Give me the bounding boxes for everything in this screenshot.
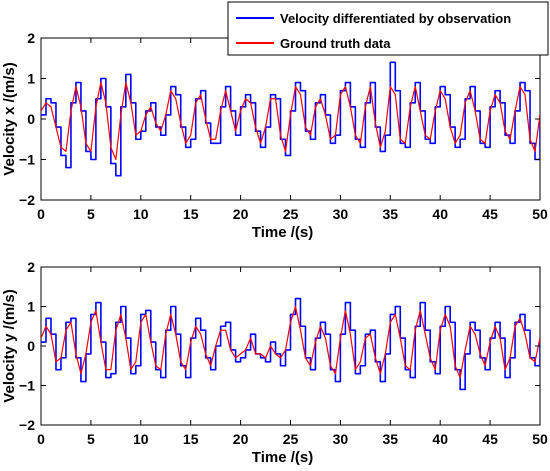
x-tick-label: 50: [532, 431, 548, 447]
x-tick-label: 10: [133, 431, 149, 447]
x-tick-label: 50: [532, 206, 548, 222]
x-axis-label: Time /(s): [252, 449, 313, 466]
y-tick-label: 0: [27, 338, 35, 354]
x-tick-label: 45: [482, 206, 498, 222]
y-tick-label: 1: [27, 71, 35, 87]
y-tick-label: −2: [19, 192, 35, 208]
series-line-ground-truth: [41, 81, 540, 161]
x-tick-label: 40: [432, 206, 448, 222]
y-tick-label: −2: [19, 417, 35, 433]
legend-label: Velocity differentiated by observation: [280, 11, 511, 26]
x-tick-label: 20: [233, 206, 249, 222]
x-tick-label: 40: [432, 431, 448, 447]
y-axis-label: Velocity x /(m/s): [1, 62, 18, 175]
x-axis-label: Time /(s): [252, 224, 313, 241]
legend-box: [227, 1, 549, 56]
y-tick-label: 2: [27, 30, 35, 46]
x-tick-label: 5: [87, 431, 95, 447]
chart-velocity-x: 0 5 10 15 20 25 30 35 40 45 50 −2 −1 0 1 2 Time /(s) Velo…: [1, 1, 549, 241]
x-tick-label: 45: [482, 431, 498, 447]
x-tick-label: 25: [283, 431, 299, 447]
plot-area: [41, 61, 540, 177]
x-tick-label: 30: [333, 206, 349, 222]
x-tick-label: 5: [87, 206, 95, 222]
series-line-observation: [41, 297, 540, 391]
x-tick-label: 0: [37, 431, 45, 447]
y-tick-label: 2: [27, 259, 35, 275]
x-tick-label: 35: [383, 206, 399, 222]
y-tick-label: −1: [19, 152, 35, 168]
y-tick-label: 0: [27, 111, 35, 127]
x-tick-label: 15: [183, 206, 199, 222]
series-line-ground-truth: [41, 305, 540, 379]
y-tick-label: −1: [19, 378, 35, 394]
y-tick-label: 1: [27, 299, 35, 315]
y-axis-label: Velocity y /(m/s): [1, 289, 18, 402]
series-line-observation: [41, 61, 540, 177]
x-tick-label: 35: [383, 431, 399, 447]
legend-label: Ground truth data: [280, 36, 391, 51]
x-tick-label: 30: [333, 431, 349, 447]
x-tick-label: 20: [233, 431, 249, 447]
plot-area: [41, 297, 540, 391]
x-tick-label: 15: [183, 431, 199, 447]
chart-velocity-y: 0 5 10 15 20 25 30 35 40 45 50 −2 −1 0 1 2 Time /(s) Velo…: [1, 259, 548, 466]
x-tick-label: 0: [37, 206, 45, 222]
x-tick-label: 10: [133, 206, 149, 222]
legend: Velocity differentiated by observation Gr…: [227, 1, 549, 56]
x-tick-label: 25: [283, 206, 299, 222]
